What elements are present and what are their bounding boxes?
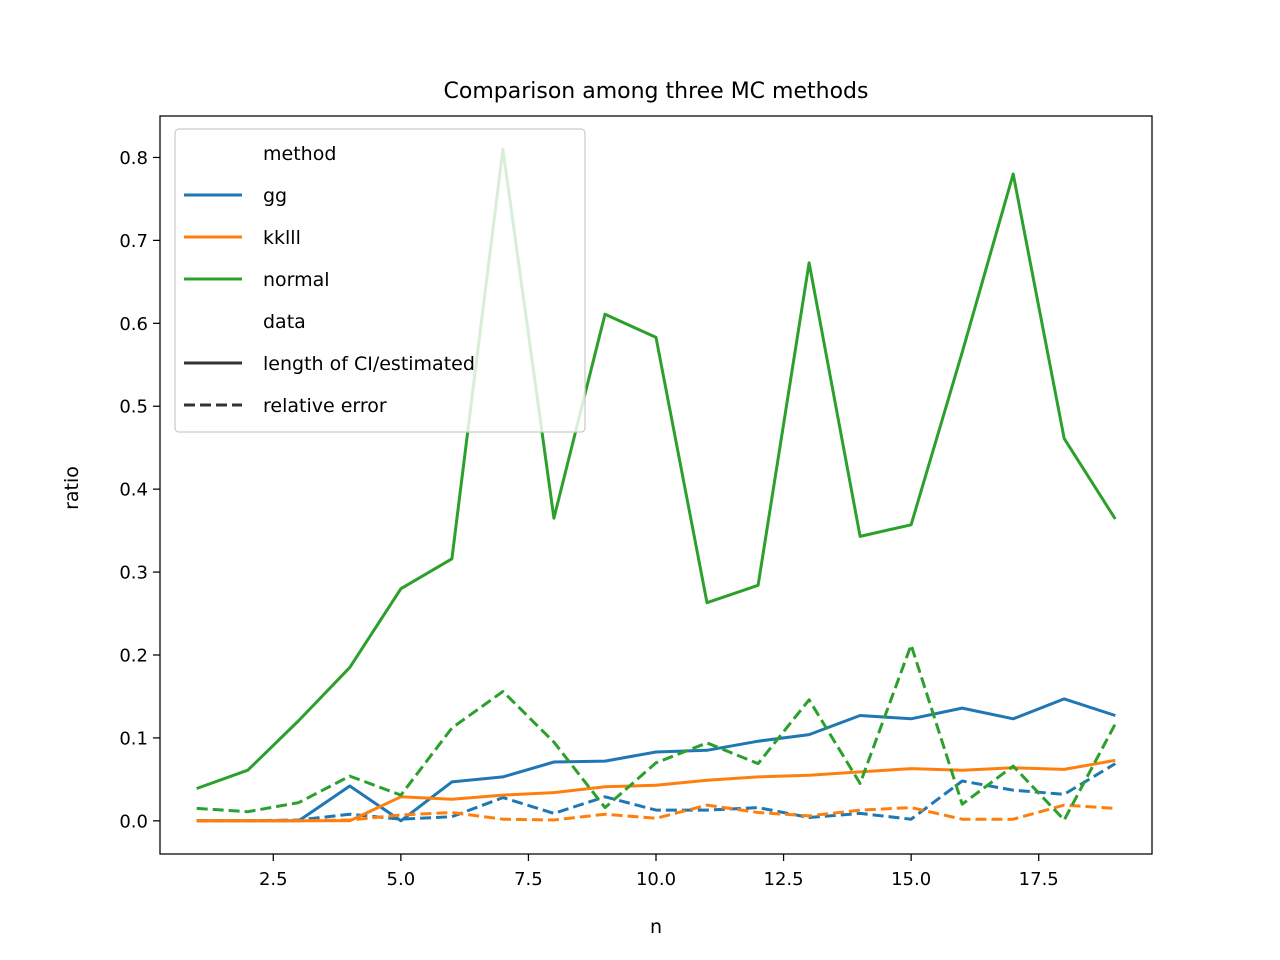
y-axis-ticks: 0.0 0.1 0.2 0.3 0.4 0.5 0.6 0.7 0.8 bbox=[119, 148, 160, 832]
legend-label-gg: gg bbox=[263, 185, 287, 207]
y-tick-label: 0.5 bbox=[119, 397, 148, 418]
y-axis-label: ratio bbox=[61, 466, 83, 510]
x-tick-label: 2.5 bbox=[259, 869, 288, 890]
series-line-gg-relative-error bbox=[196, 762, 1117, 823]
x-axis-label: n bbox=[650, 916, 662, 938]
y-tick-label: 0.0 bbox=[119, 811, 148, 832]
legend-label-kklll: kklll bbox=[263, 227, 301, 249]
y-tick-label: 0.8 bbox=[119, 148, 148, 169]
x-tick-label: 10.0 bbox=[636, 869, 676, 890]
series-line-gg-length-of-ci bbox=[196, 697, 1116, 823]
series-line-kklll-length-of-ci bbox=[196, 758, 1116, 823]
series-layer bbox=[196, 147, 1117, 823]
y-tick-label: 0.6 bbox=[119, 314, 148, 335]
x-tick-label: 12.5 bbox=[764, 869, 804, 890]
x-tick-label: 5.0 bbox=[387, 869, 416, 890]
legend-group-title: method bbox=[263, 143, 336, 165]
legend-box bbox=[174, 128, 586, 433]
x-axis-ticks: 2.5 5.0 7.5 10.0 12.5 15.0 17.5 bbox=[259, 854, 1059, 890]
series-line-normal-length-of-ci bbox=[196, 147, 1117, 790]
y-tick-label: 0.1 bbox=[119, 728, 148, 749]
series-line-normal-relative-error bbox=[196, 643, 1117, 822]
x-tick-label: 17.5 bbox=[1019, 869, 1059, 890]
legend-label-normal: normal bbox=[263, 269, 330, 291]
legend-label-length-of-ci-estimated: length of CI/estimated bbox=[263, 353, 475, 375]
x-tick-label: 15.0 bbox=[891, 869, 931, 890]
legend-group-title: data bbox=[263, 311, 306, 333]
legend-label-relative-error: relative error bbox=[263, 395, 387, 417]
y-tick-label: 0.4 bbox=[119, 480, 148, 501]
y-tick-label: 0.2 bbox=[119, 645, 148, 666]
chart-title: Comparison among three MC methods bbox=[444, 79, 869, 104]
legend: method gg kklll normal data length of CI/esti… bbox=[174, 128, 586, 433]
x-tick-label: 7.5 bbox=[514, 869, 543, 890]
y-tick-label: 0.7 bbox=[119, 231, 148, 252]
y-tick-label: 0.3 bbox=[119, 563, 148, 584]
series-line-kklll-relative-error bbox=[196, 803, 1116, 823]
